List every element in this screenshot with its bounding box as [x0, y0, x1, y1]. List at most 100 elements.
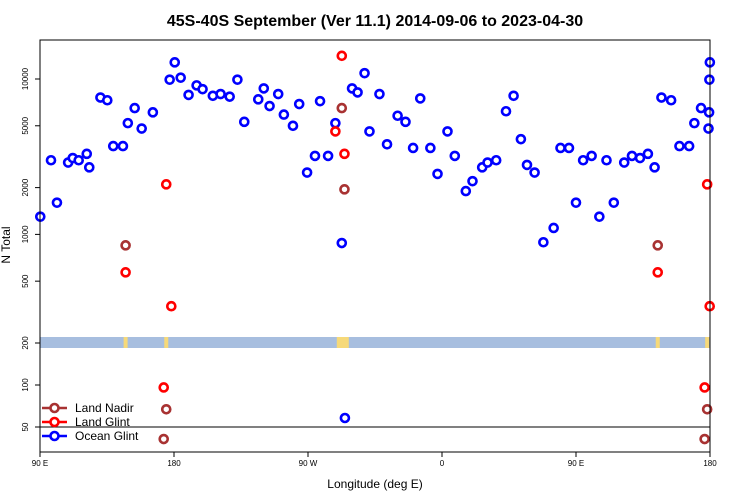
- y-tick-label: 10000: [21, 67, 30, 90]
- ocean-glint-point: [515, 133, 527, 145]
- ocean-glint-point: [538, 236, 549, 248]
- y-ticks: 50 100 200 500 1000 2000 5000 10000: [21, 67, 40, 431]
- land-nadir-point: [701, 403, 713, 415]
- land-nadir-point: [120, 240, 131, 251]
- ocean-glint-point: [197, 83, 208, 95]
- ocean-glint-point: [490, 154, 502, 166]
- ocean-glint-point: [689, 117, 700, 129]
- ocean-glint-point: [460, 185, 472, 197]
- chart-title: 45S-40S September (Ver 11.1) 2014-09-06 …: [167, 13, 583, 30]
- ocean-glint-point: [164, 74, 175, 85]
- ocean-glint-point: [73, 154, 85, 166]
- ocean-glint-point: [232, 74, 243, 85]
- ocean-glint-point: [570, 197, 582, 208]
- ocean-glint-point: [608, 197, 620, 208]
- land-glint-point: [120, 267, 131, 278]
- ocean-glint-point: [101, 94, 113, 106]
- ocean-glint-point: [147, 107, 159, 118]
- ocean-glint-point: [136, 123, 147, 134]
- ocean-glint-point: [287, 120, 299, 132]
- ocean-glint-point: [175, 72, 186, 83]
- land-nadir-point: [158, 433, 170, 445]
- land-glint-point: [160, 179, 172, 190]
- y-tick-label: 2000: [21, 178, 30, 196]
- ocean-glint-point: [215, 88, 226, 100]
- ocean-glint-point: [577, 154, 589, 166]
- ocean-glint-point: [642, 148, 654, 160]
- y-tick-label: 5000: [21, 116, 30, 134]
- x-axis-label: Longitude (deg E): [327, 477, 422, 491]
- ocean-glint-point: [414, 93, 426, 104]
- ocean-glint-point: [508, 90, 519, 102]
- ocean-glint-point: [330, 117, 341, 129]
- ocean-glint-point: [301, 167, 313, 178]
- ocean-glint-point: [117, 140, 129, 152]
- y-tick-label: 200: [21, 336, 30, 350]
- ocean-glint-point: [364, 126, 375, 137]
- ocean-glint-point: [618, 157, 630, 168]
- ocean-glint-point: [555, 142, 566, 154]
- ocean-glint-point: [258, 83, 270, 94]
- ocean-glint-point: [665, 94, 677, 106]
- land-nadir-legend-label: Land Nadir: [75, 401, 134, 415]
- ocean-glint-point: [695, 102, 707, 114]
- ocean-glint-point: [129, 102, 140, 114]
- ocean-glint-point: [529, 167, 540, 178]
- y-axis-label: N Total: [0, 226, 13, 263]
- ocean-glint-point: [432, 168, 443, 180]
- ocean-glint-point: [339, 412, 351, 424]
- ocean-glint-point: [656, 92, 667, 103]
- ocean-glint-point: [336, 237, 348, 249]
- x-tick-label: 0: [440, 459, 445, 468]
- ocean-glint-point: [703, 123, 714, 134]
- ocean-glint-legend-marker: [49, 430, 60, 442]
- land-nadir-point: [160, 403, 172, 415]
- land-glint-point: [158, 382, 170, 393]
- ocean-glint-point: [352, 87, 363, 98]
- land-nadir-point: [652, 240, 664, 251]
- y-tick-label: 1000: [21, 225, 30, 243]
- land-band: [40, 337, 710, 348]
- ocean-glint-point: [548, 222, 559, 234]
- ocean-glint-point: [563, 142, 575, 154]
- ocean-glint-point: [442, 126, 453, 137]
- y-tick-label: 100: [21, 378, 30, 392]
- x-ticks: 90 E 180 90 W 0 90 E 180: [32, 452, 717, 468]
- ocean-glint-point: [169, 57, 181, 68]
- ocean-glint-point: [400, 116, 411, 128]
- land-nadir-point: [339, 184, 350, 195]
- ocean-glint-point: [264, 100, 275, 112]
- ocean-glint-point: [83, 162, 95, 173]
- x-tick-label: 90 W: [299, 459, 318, 468]
- ocean-glint-point: [278, 109, 290, 120]
- ocean-glint-point: [45, 154, 57, 166]
- ocean-glint-point: [601, 154, 612, 166]
- ocean-glint-point: [381, 138, 393, 150]
- ocean-glint-point: [500, 105, 512, 117]
- ocean-glint-point: [224, 91, 235, 102]
- land-nadir-point: [336, 102, 348, 114]
- ocean-glint-point: [649, 162, 660, 173]
- data-points: [34, 50, 716, 445]
- y-tick-label: 50: [21, 422, 30, 431]
- land-glint-point: [701, 179, 713, 190]
- ocean-glint-point: [449, 150, 461, 162]
- land-mark: [655, 337, 660, 348]
- ocean-glint-point: [272, 88, 284, 100]
- ocean-glint-point: [107, 140, 119, 152]
- ocean-glint-point: [586, 150, 597, 162]
- ocean-glint-point: [374, 88, 385, 100]
- land-glint-point: [330, 126, 341, 137]
- ocean-glint-point: [122, 117, 134, 129]
- ocean-glint-point: [309, 150, 321, 162]
- land-mark: [123, 337, 128, 348]
- ocean-glint-point: [482, 157, 493, 168]
- land-glint-point: [652, 267, 664, 278]
- ocean-glint-point: [467, 175, 478, 187]
- ocean-glint-point: [322, 150, 334, 162]
- ocean-glint-point: [252, 94, 264, 105]
- ocean-glint-point: [674, 140, 685, 152]
- land-glint-point: [166, 300, 177, 312]
